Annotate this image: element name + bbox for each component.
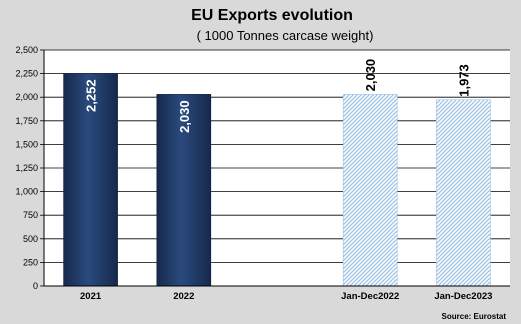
x-category-label: Jan-Dec2022 — [341, 291, 399, 302]
bar-value-label: 2,030 — [177, 100, 192, 133]
bars — [63, 73, 491, 287]
x-category-label: 2021 — [80, 291, 102, 302]
value-labels: 2,252 2,030 2,030 1,973 — [84, 59, 472, 133]
y-tick-label: 2,250 — [15, 69, 38, 79]
y-axis-ticks: 0 250 500 750 1,000 1,250 1,500 1,750 2,000 2,250… — [15, 45, 45, 291]
chart-subtitle: ( 1000 Tonnes carcase weight) — [197, 28, 374, 43]
x-axis-labels: 2021 2022 Jan-Dec2022 Jan-Dec2023 — [44, 285, 510, 302]
y-tick-label: 1,250 — [15, 163, 38, 173]
y-tick-label: 750 — [23, 210, 38, 220]
y-tick-label: 2,000 — [15, 92, 38, 102]
y-tick-label: 1,000 — [15, 187, 38, 197]
y-tick-label: 2,500 — [15, 45, 38, 55]
bar-value-label: 2,252 — [84, 79, 99, 112]
bar-value-label: 1,973 — [456, 64, 471, 97]
y-tick-label: 1,500 — [15, 139, 38, 149]
y-tick-label: 250 — [23, 257, 38, 267]
y-tick-label: 1,750 — [15, 116, 38, 126]
y-tick-label: 0 — [33, 281, 38, 291]
gridlines — [44, 49, 510, 287]
bar — [63, 73, 118, 287]
bar — [436, 99, 491, 287]
bar-value-label: 2,030 — [363, 59, 378, 92]
bar — [342, 94, 398, 287]
source-note: Source: Eurostat — [442, 312, 507, 321]
x-category-label: Jan-Dec2023 — [434, 291, 492, 302]
x-category-label: 2022 — [173, 291, 194, 302]
chart-title: EU Exports evolution — [191, 7, 353, 24]
bar — [156, 94, 212, 287]
y-tick-label: 500 — [23, 234, 38, 244]
